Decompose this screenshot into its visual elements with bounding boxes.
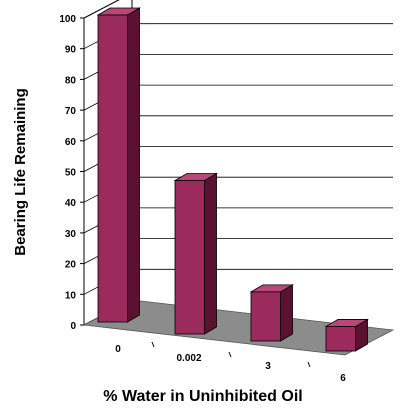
gridline: [83, 0, 120, 19]
bar-side: [280, 284, 293, 342]
y-tick-label: 60: [65, 137, 77, 148]
x-axis-title: % Water in Uninhibited Oil: [103, 388, 302, 405]
bar-front: [174, 180, 205, 335]
x-tick-mark: [307, 361, 311, 368]
x-tick-label: 0.002: [176, 353, 201, 364]
bars: [96, 7, 369, 352]
x-tick-label: 6: [340, 373, 346, 384]
y-tick-label: 0: [70, 321, 76, 332]
bar-front: [97, 14, 128, 323]
x-tick-mark: [151, 341, 155, 348]
x-tick-labels: 0 0.002 3 6: [115, 341, 346, 384]
bar-front: [250, 291, 281, 342]
y-tick-label: 30: [65, 229, 77, 240]
bar-6: [324, 318, 369, 352]
x-tick-label: 3: [265, 361, 271, 372]
y-tick-label: 10: [65, 290, 77, 301]
y-tick-label: 20: [65, 260, 77, 271]
y-tick-labels: 0 10 20 30 40 50 60 70 80 90 100: [59, 14, 76, 332]
y-axis-title: Bearing Life Remaining: [12, 88, 29, 256]
x-tick-mark: [228, 351, 232, 358]
bar-front: [325, 326, 356, 352]
y-tick-label: 40: [65, 198, 77, 209]
y-tick-label: 100: [59, 14, 76, 25]
y-tick-label: 50: [65, 168, 77, 179]
y-tick-label: 70: [65, 106, 77, 117]
x-tick-label: 0: [115, 344, 121, 355]
bar-0: [96, 7, 141, 323]
bar-side: [204, 172, 217, 335]
bar-0.002: [173, 172, 218, 335]
bar-side: [127, 7, 140, 323]
bar-3: [249, 284, 294, 342]
y-tick-label: 90: [65, 45, 77, 56]
y-tick-label: 80: [65, 75, 77, 86]
